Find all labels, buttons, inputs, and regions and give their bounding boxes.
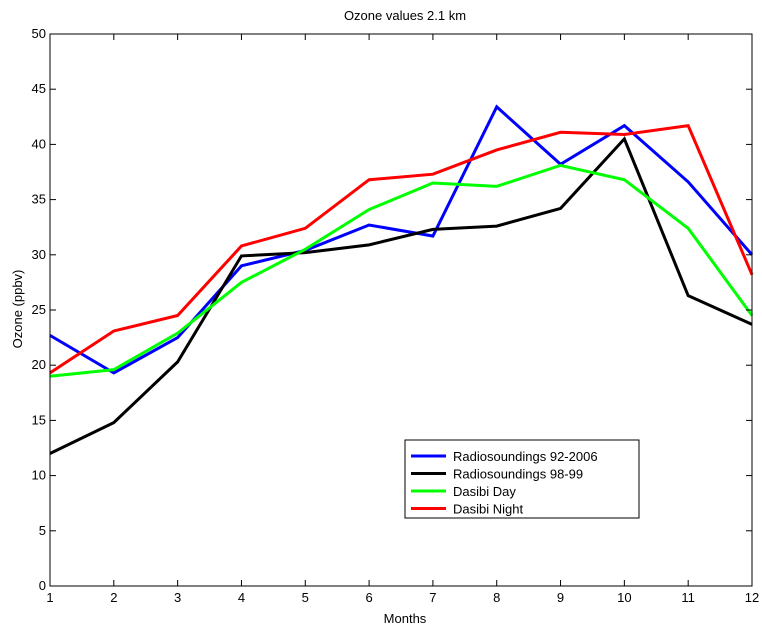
series-line-1 [49,104,754,375]
y-axis-label: Ozone (ppbv) [10,270,25,349]
x-tick-label: 9 [557,590,564,605]
y-tick-label: 5 [39,523,46,538]
legend-label-4: Dasibi Night [453,502,523,517]
plot-frame [49,33,753,587]
x-tick-label: 11 [681,590,695,605]
x-tick-label: 5 [302,590,309,605]
series-layer [49,104,754,455]
y-tick-label: 15 [32,412,46,427]
series-line-4 [49,123,754,375]
y-tick-label: 0 [39,578,46,593]
x-tick-label: 4 [238,590,245,605]
x-tick-label: 12 [745,590,759,605]
series-line-3 [49,163,754,378]
series-line-2 [49,136,753,455]
y-tick-label: 25 [32,302,46,317]
y-tick-label: 45 [32,81,46,96]
x-tick-label: 8 [493,590,500,605]
legend: Radiosoundings 92-2006 Radiosoundings 98-… [404,439,640,519]
legend-label-1: Radiosoundings 92-2006 [453,449,598,464]
x-tick-label: 1 [46,590,53,605]
y-tick-label: 40 [32,136,46,151]
legend-box [404,439,640,519]
chart-title: Ozone values 2.1 km [344,8,466,23]
legend-label-3: Dasibi Day [453,484,516,499]
x-tick-label: 10 [617,590,631,605]
y-tick-label: 20 [32,357,46,372]
y-tick-label: 50 [32,26,46,41]
y-tick-label: 30 [32,247,46,262]
x-tick-label: 6 [365,590,372,605]
x-tick-label: 3 [174,590,181,605]
y-tick-label: 35 [32,192,46,207]
x-tick-label: 2 [110,590,117,605]
legend-label-2: Radiosoundings 98-99 [453,467,583,482]
x-axis-label: Months [384,611,427,626]
x-tick-label: 7 [429,590,436,605]
y-tick-label: 10 [32,468,46,483]
